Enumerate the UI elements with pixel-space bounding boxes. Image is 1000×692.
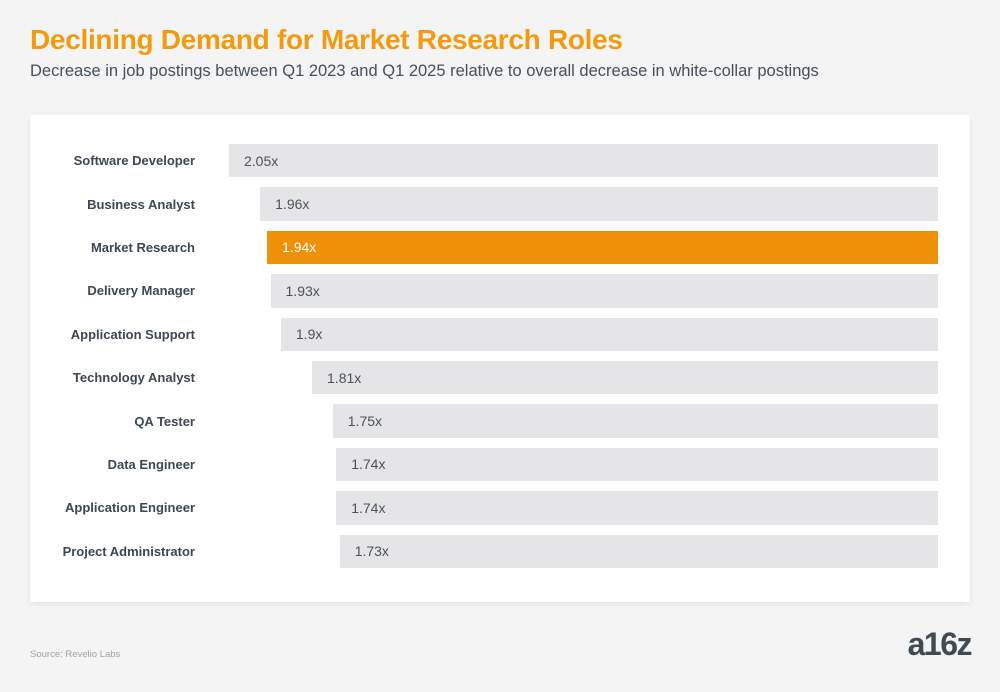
- role-label: Project Administrator: [30, 544, 195, 559]
- chart-row: Market Research 1.94x: [30, 231, 938, 264]
- chart-card: Software Developer 2.05x Business Analys…: [30, 115, 970, 602]
- chart-row: Software Developer 2.05x: [30, 144, 938, 177]
- chart-row: Technology Analyst 1.81x: [30, 361, 938, 394]
- role-label: Data Engineer: [30, 457, 195, 472]
- bar-value-label: 1.94x: [267, 239, 316, 255]
- bar-track: 1.94x: [229, 231, 938, 264]
- bar-value-label: 2.05x: [229, 153, 278, 169]
- bar-value-label: 1.74x: [336, 456, 385, 472]
- bar: 1.73x: [340, 535, 938, 568]
- bar-track: 1.96x: [229, 187, 938, 220]
- bar-track: 1.73x: [229, 535, 938, 568]
- role-label: Application Engineer: [30, 500, 195, 515]
- bar-track: 1.75x: [229, 404, 938, 437]
- chart-row: Business Analyst 1.96x: [30, 187, 938, 220]
- bar-value-label: 1.93x: [271, 283, 320, 299]
- bar-value-label: 1.75x: [333, 413, 382, 429]
- role-label: Application Support: [30, 327, 195, 342]
- bar-value-label: 1.96x: [260, 196, 309, 212]
- chart-row: Delivery Manager 1.93x: [30, 274, 938, 307]
- bar-value-label: 1.73x: [340, 543, 389, 559]
- bar-value-label: 1.81x: [312, 370, 361, 386]
- role-label: Software Developer: [30, 153, 195, 168]
- bar: 2.05x: [229, 144, 938, 177]
- bar-value-label: 1.74x: [336, 500, 385, 516]
- bar: 1.94x: [267, 231, 938, 264]
- bar-track: 1.9x: [229, 318, 938, 351]
- bar-value-label: 1.9x: [281, 326, 322, 342]
- role-label: Business Analyst: [30, 197, 195, 212]
- bar: 1.81x: [312, 361, 938, 394]
- chart-row: QA Tester 1.75x: [30, 404, 938, 437]
- bar: 1.9x: [281, 318, 938, 351]
- page-subtitle: Decrease in job postings between Q1 2023…: [30, 62, 819, 81]
- role-label: Delivery Manager: [30, 283, 195, 298]
- bar: 1.93x: [271, 274, 938, 307]
- bar-track: 2.05x: [229, 144, 938, 177]
- bar: 1.75x: [333, 404, 938, 437]
- chart-rows: Software Developer 2.05x Business Analys…: [30, 144, 938, 568]
- bar-track: 1.81x: [229, 361, 938, 394]
- role-label: Market Research: [30, 240, 195, 255]
- chart-row: Data Engineer 1.74x: [30, 448, 938, 481]
- bar: 1.74x: [336, 448, 938, 481]
- a16z-logo: a16z: [908, 626, 971, 663]
- role-label: QA Tester: [30, 414, 195, 429]
- chart-row: Application Engineer 1.74x: [30, 491, 938, 524]
- chart-row: Application Support 1.9x: [30, 318, 938, 351]
- chart-row: Project Administrator 1.73x: [30, 535, 938, 568]
- bar: 1.96x: [260, 187, 938, 220]
- page-title: Declining Demand for Market Research Rol…: [30, 24, 623, 56]
- bar-track: 1.74x: [229, 491, 938, 524]
- source-note: Source: Revelio Labs: [30, 649, 120, 660]
- bar-track: 1.93x: [229, 274, 938, 307]
- role-label: Technology Analyst: [30, 370, 195, 385]
- bar: 1.74x: [336, 491, 938, 524]
- bar-track: 1.74x: [229, 448, 938, 481]
